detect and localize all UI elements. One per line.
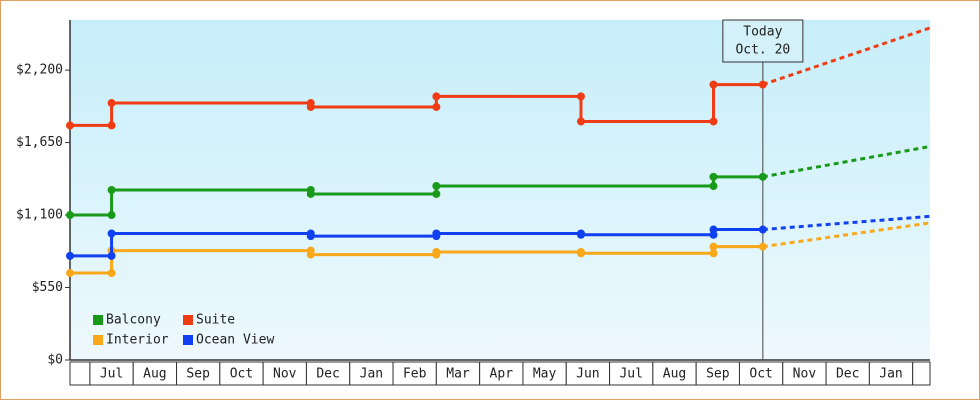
x-tick-label: Jun: [576, 367, 599, 382]
x-tick-label: Sep: [186, 367, 210, 382]
data-point: [432, 92, 441, 101]
projection-line: [762, 145, 931, 179]
legend-swatch: [183, 335, 193, 345]
data-point: [306, 189, 315, 198]
data-point: [306, 250, 315, 259]
x-tick-label: Apr: [490, 367, 514, 382]
x-tick-label: Nov: [793, 367, 817, 382]
data-point: [66, 269, 74, 278]
today-box: [722, 19, 804, 63]
x-tick-label: Jan: [879, 367, 902, 382]
legend-label: Ocean View: [196, 333, 274, 348]
data-point: [758, 225, 767, 234]
data-point: [576, 117, 585, 126]
y-tick-label: $1,100: [16, 208, 63, 223]
data-point: [758, 172, 767, 181]
y-tick-label: $550: [32, 280, 63, 295]
data-point: [758, 242, 767, 251]
data-point: [576, 230, 585, 239]
data-point: [709, 80, 718, 89]
legend-label: Suite: [196, 313, 235, 328]
x-tick-label: Sep: [706, 367, 730, 382]
x-tick-label: Dec: [316, 367, 339, 382]
data-point: [432, 102, 441, 111]
x-tick-label: Feb: [403, 367, 427, 382]
legend-swatch: [93, 315, 103, 325]
data-point: [107, 99, 116, 108]
data-point: [709, 182, 718, 191]
x-tick-label: Aug: [143, 367, 166, 382]
data-point: [66, 251, 74, 260]
legend-label: Balcony: [106, 313, 161, 328]
data-point: [576, 249, 585, 258]
x-tick-label: Aug: [663, 367, 686, 382]
y-tick-label: $2,200: [16, 63, 63, 78]
x-tick-label: Mar: [446, 367, 470, 382]
legend-swatch: [93, 335, 103, 345]
data-point: [306, 102, 315, 111]
x-tick-label: Jul: [619, 367, 642, 382]
data-point: [107, 229, 116, 238]
data-point: [432, 189, 441, 198]
data-point: [107, 251, 116, 260]
today-label: Oct. 20: [735, 43, 790, 58]
projection-line: [762, 26, 931, 86]
data-point: [709, 242, 718, 251]
x-category-box: [69, 361, 91, 386]
data-point: [107, 121, 116, 130]
legend-label: Interior: [106, 333, 169, 348]
data-point: [432, 229, 441, 238]
x-tick-label: Jan: [360, 367, 383, 382]
x-tick-label: Oct: [230, 367, 253, 382]
data-point: [576, 92, 585, 101]
data-point: [107, 186, 116, 194]
data-point: [709, 225, 718, 234]
data-point: [709, 249, 718, 258]
y-tick-label: $0: [47, 353, 63, 368]
data-point: [432, 182, 441, 191]
x-tick-label: Nov: [273, 367, 297, 382]
legend-swatch: [183, 315, 193, 325]
today-label: Today: [743, 25, 782, 40]
data-point: [107, 269, 116, 278]
data-point: [709, 117, 718, 126]
data-point: [107, 211, 116, 220]
x-category-box: [912, 361, 931, 386]
data-point: [66, 211, 74, 220]
data-point: [432, 247, 441, 256]
projection-line: [762, 221, 931, 249]
data-point: [709, 172, 718, 181]
data-point: [66, 121, 74, 130]
y-tick-label: $1,650: [16, 135, 63, 150]
data-point: [306, 232, 315, 241]
projection-line: [762, 214, 931, 232]
series-line: [70, 175, 763, 217]
x-tick-label: May: [533, 367, 557, 382]
x-tick-label: Jul: [100, 367, 123, 382]
data-point: [758, 80, 767, 89]
x-tick-label: Dec: [836, 367, 859, 382]
x-tick-label: Oct: [749, 367, 772, 382]
